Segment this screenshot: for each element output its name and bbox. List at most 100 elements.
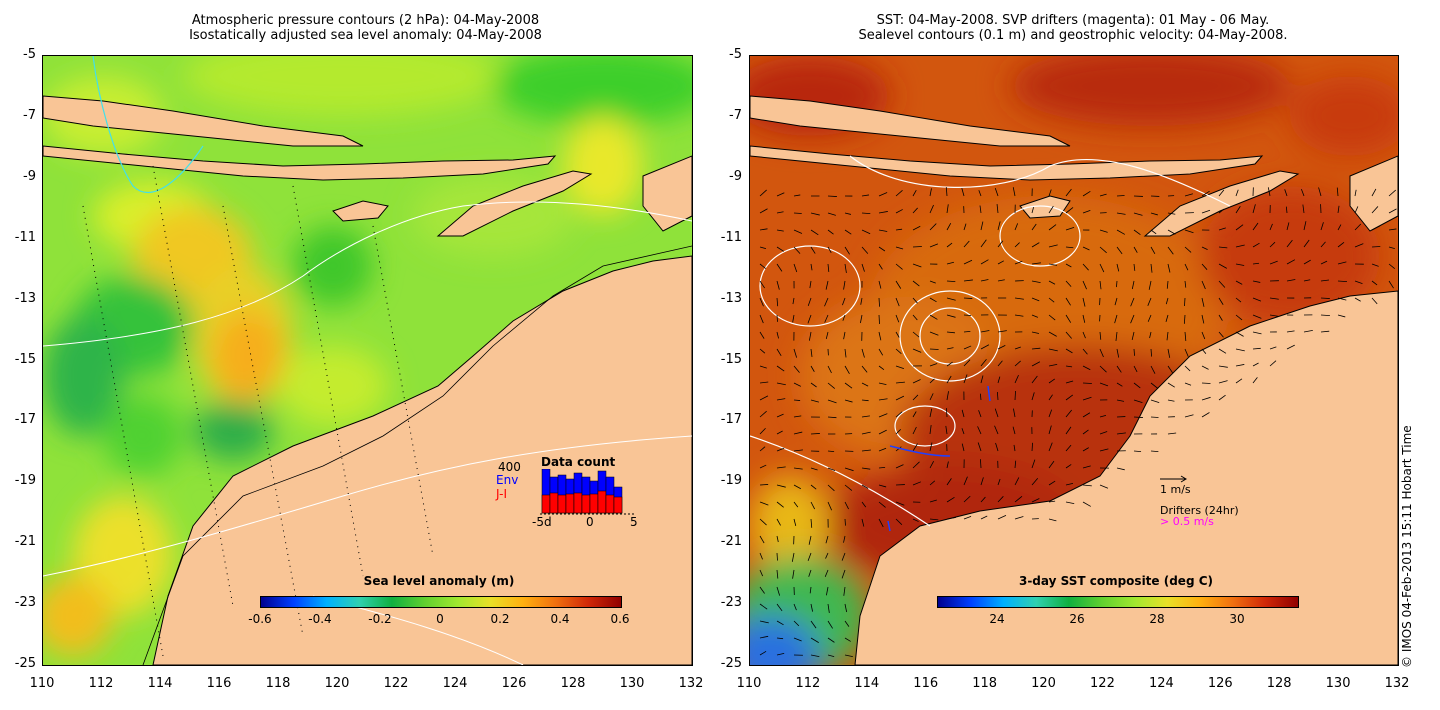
velocity-vector (878, 280, 882, 289)
velocity-vector (808, 569, 812, 577)
australia-land (152, 255, 692, 665)
velocity-vector (844, 263, 847, 273)
velocity-vector (1371, 225, 1381, 231)
velocity-vector (1201, 280, 1206, 290)
velocity-vector (1284, 189, 1288, 197)
velocity-vector (929, 499, 937, 503)
velocity-vector (793, 229, 803, 234)
velocity-vector (1099, 382, 1109, 387)
velocity-vector (827, 382, 836, 389)
drifters-label: Drifters (24hr) (1160, 504, 1239, 517)
velocity-vector (1014, 346, 1021, 350)
velocity-vector (1065, 365, 1073, 368)
velocity-vector (1167, 263, 1171, 273)
velocity-vector (980, 259, 989, 265)
velocity-vector (878, 466, 886, 469)
y-tick-label: -23 (14, 595, 36, 611)
velocity-vector (997, 360, 1003, 367)
velocity-vector (1031, 498, 1040, 503)
velocity-vector (1354, 280, 1363, 285)
velocity-vector (1286, 239, 1293, 248)
x-tick-label: 114 (854, 676, 880, 691)
velocity-vector (1320, 279, 1330, 282)
y-tick-label: -23 (720, 595, 742, 611)
x-tick-label: 112 (88, 676, 114, 691)
velocity-vector (1302, 204, 1305, 214)
x-tick-label: 110 (736, 676, 762, 691)
y-tick-label: -25 (14, 656, 36, 671)
velocity-vector (759, 635, 769, 639)
tanimbar-land-sst (1349, 155, 1398, 232)
velocity-vector (1201, 190, 1210, 197)
velocity-vector (825, 331, 829, 340)
velocity-vector (1269, 346, 1277, 350)
velocity-vector (1031, 331, 1040, 334)
velocity-vector (1065, 348, 1073, 354)
velocity-vector (843, 280, 846, 290)
velocity-vector (1218, 189, 1225, 197)
velocity-vector (1065, 409, 1073, 418)
velocity-vector (1048, 224, 1057, 231)
anomaly-blobs (43, 56, 692, 656)
velocity-vector (1165, 314, 1169, 322)
velocity-vector (810, 263, 813, 271)
velocity-vector (1269, 360, 1277, 367)
velocity-vector (1031, 375, 1038, 384)
velocity-vector (810, 212, 820, 216)
velocity-vector (895, 518, 903, 525)
velocity-vector (1065, 380, 1074, 384)
velocity-vector (827, 501, 833, 511)
velocity-vector (963, 476, 968, 486)
velocity-vector (861, 399, 869, 402)
velocity-vector (1320, 241, 1326, 248)
y-tick-label: -5 (23, 47, 36, 62)
velocity-vector (759, 348, 766, 354)
velocity-vector (994, 408, 999, 418)
velocity-vector (1354, 243, 1364, 248)
velocity-vector (1031, 297, 1040, 302)
velocity-vector (1130, 314, 1135, 324)
velocity-vector (1337, 205, 1340, 214)
x-tick-label: 126 (501, 676, 527, 691)
shelf-break-line (142, 245, 692, 665)
velocity-vector (861, 263, 865, 272)
timor-island (436, 170, 593, 237)
velocity-vector (1184, 382, 1192, 386)
velocity-vector (1150, 246, 1156, 254)
velocity-vector (759, 395, 769, 401)
velocity-vector (929, 460, 934, 469)
velocity-vector (776, 331, 779, 339)
velocity-vector (860, 297, 863, 305)
velocity-vector (842, 297, 846, 306)
velocity-vector (759, 464, 767, 469)
velocity-vector (1201, 209, 1211, 214)
data-count-tick-start: -5d (532, 515, 552, 529)
velocity-vector (1099, 415, 1107, 418)
velocity-vector (980, 515, 988, 520)
velocity-vector (1337, 280, 1348, 283)
velocity-vector (878, 192, 888, 197)
velocity-vector (980, 375, 984, 384)
velocity-vector (861, 229, 871, 235)
velocity-vector (946, 478, 952, 486)
velocity-vector (1133, 450, 1142, 452)
velocity-vector (844, 399, 853, 403)
velocity-vector (979, 205, 982, 214)
velocity-vector (1201, 412, 1210, 418)
velocity-vector (1183, 314, 1186, 324)
velocity-vector (1150, 399, 1160, 403)
velocity-vector (1082, 314, 1086, 323)
velocity-vector (1167, 432, 1177, 435)
velocity-vector (843, 331, 846, 340)
velocity-vector (946, 361, 953, 367)
velocity-vector (1082, 263, 1089, 271)
velocity-vector (1252, 331, 1262, 335)
velocity-vector (1048, 442, 1053, 452)
velocity-vector (1065, 297, 1071, 306)
velocity-vector (878, 365, 885, 370)
velocity-vector (878, 484, 887, 488)
y-tick-label: -13 (14, 290, 36, 306)
velocity-vector (1371, 297, 1378, 305)
velocity-vector (844, 229, 852, 235)
velocity-vector (861, 382, 869, 387)
